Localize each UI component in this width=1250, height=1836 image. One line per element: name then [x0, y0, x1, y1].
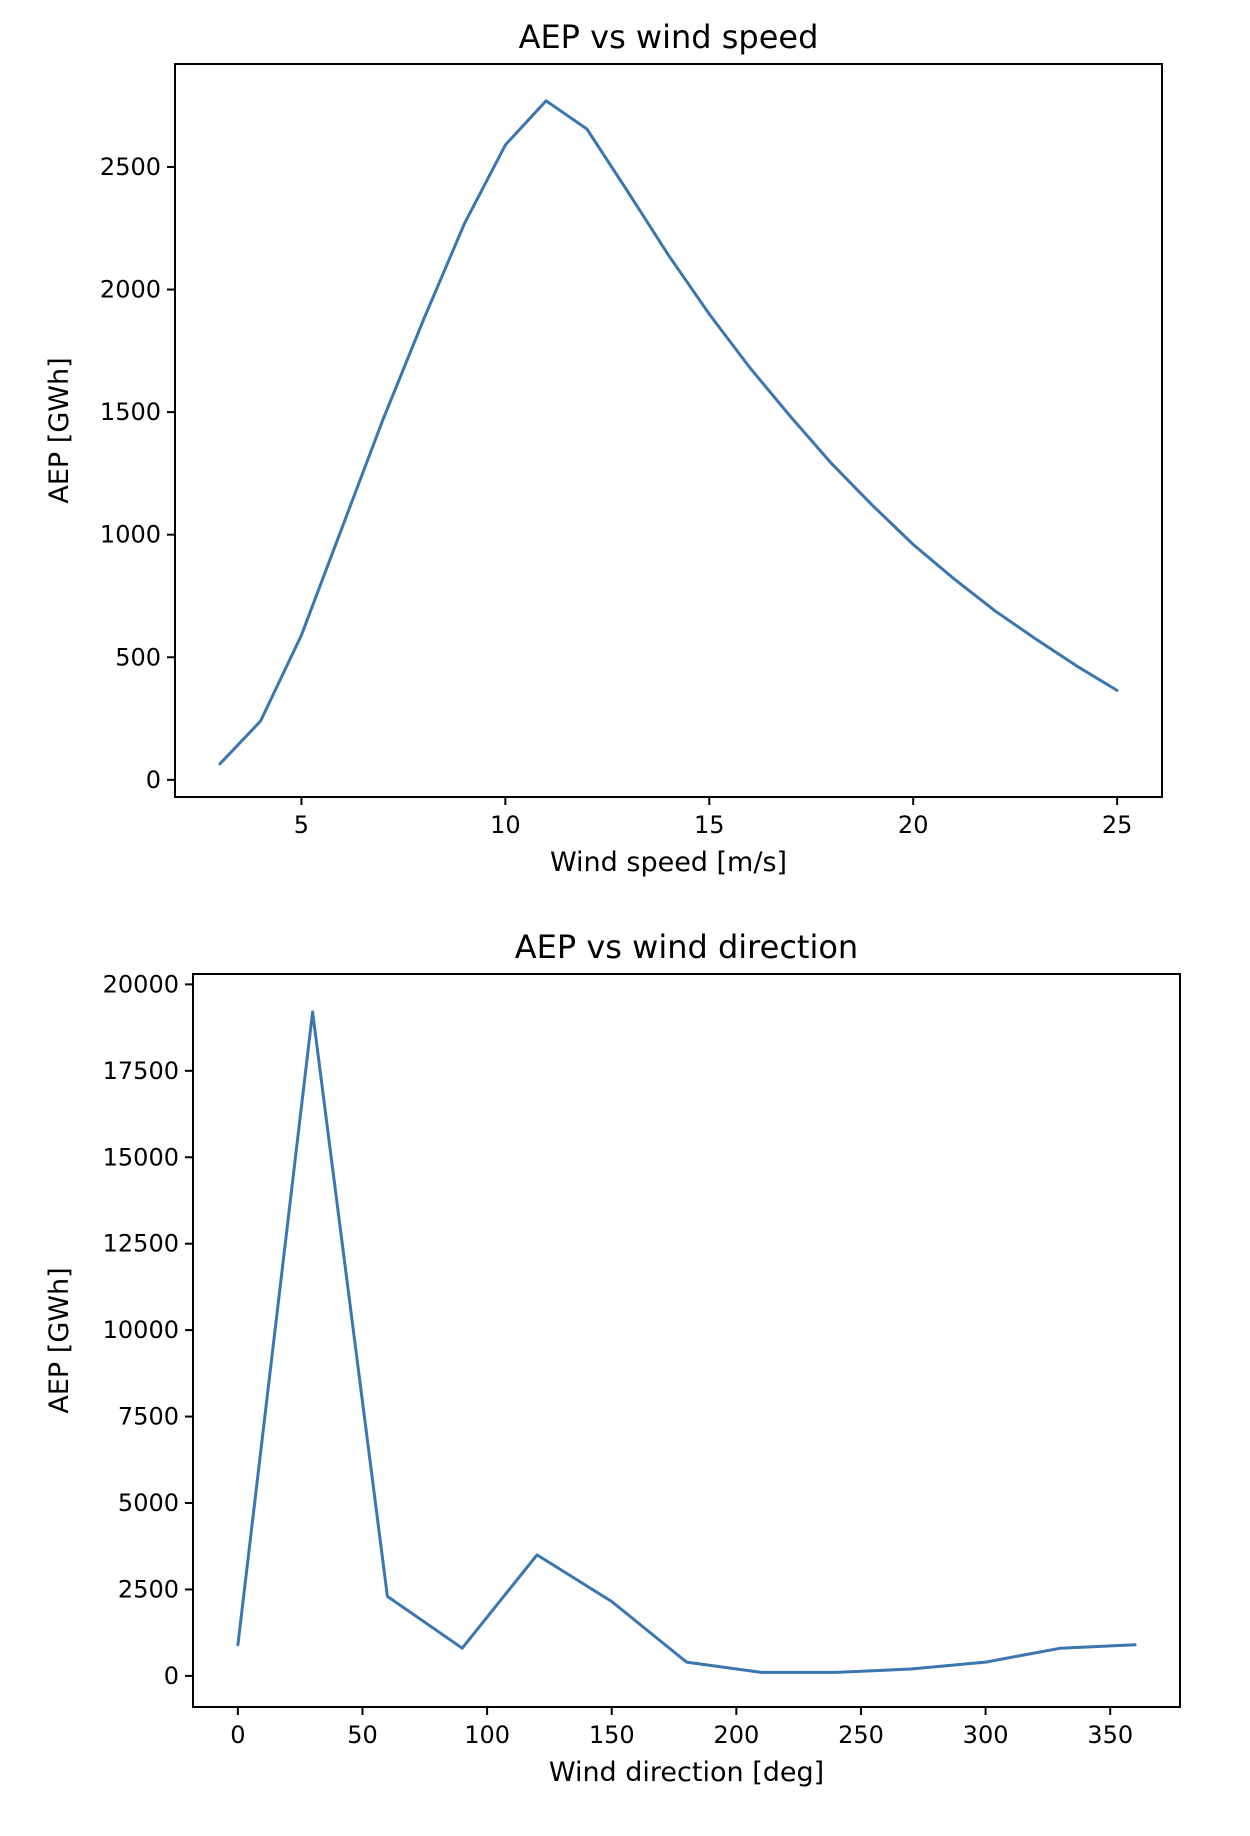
y-tick-label-wind-direction: 17500 [103, 1057, 179, 1085]
x-axis-label-wind-speed: Wind speed [m/s] [550, 847, 787, 878]
y-tick-label-wind-speed: 1500 [100, 398, 161, 426]
y-tick-label-wind-speed: 2500 [100, 153, 161, 181]
x-tick-label-wind-direction: 150 [589, 1721, 635, 1749]
y-tick-label-wind-speed: 1000 [100, 521, 161, 549]
x-tick-label-wind-direction: 350 [1087, 1721, 1133, 1749]
chart-aep-vs-wind-speed: AEP vs wind speed 5 10 15 20 25 0 500 1000 1500 20… [44, 18, 1163, 878]
x-tick-label-wind-direction: 300 [963, 1721, 1009, 1749]
y-tick-label-wind-speed: 500 [115, 643, 161, 671]
chart-aep-vs-wind-direction: AEP vs wind direction 0 50 100 150 200 250 300 3… [44, 928, 1181, 1788]
x-tick-label-wind-speed: 25 [1102, 811, 1133, 839]
chart-title-wind-speed: AEP vs wind speed [519, 18, 819, 56]
x-tick-label-wind-speed: 15 [694, 811, 725, 839]
y-tick-label-wind-speed: 2000 [100, 276, 161, 304]
y-tick-label-wind-direction: 5000 [118, 1489, 179, 1517]
x-axis-label-wind-direction: Wind direction [deg] [549, 1757, 824, 1788]
series-line-wind-speed [218, 99, 1119, 766]
y-tick-label-wind-direction: 20000 [103, 970, 179, 998]
y-tick-label-wind-direction: 15000 [103, 1143, 179, 1171]
y-tick-label-wind-direction: 10000 [103, 1316, 179, 1344]
x-tick-label-wind-direction: 250 [838, 1721, 884, 1749]
y-tick-label-wind-speed: 0 [146, 766, 161, 794]
x-tick-label-wind-speed: 10 [490, 811, 521, 839]
series-line-wind-direction [236, 1010, 1137, 1674]
x-tick-label-wind-speed: 5 [294, 811, 309, 839]
x-tick-label-wind-direction: 100 [464, 1721, 510, 1749]
plot-frame-wind-speed [174, 63, 1163, 798]
y-axis-label-wind-speed: AEP [GWh] [44, 357, 75, 503]
y-tick-label-wind-direction: 0 [164, 1662, 179, 1690]
y-tick-label-wind-direction: 12500 [103, 1230, 179, 1258]
y-tick-label-wind-direction: 7500 [118, 1403, 179, 1431]
x-tick-label-wind-direction: 200 [713, 1721, 759, 1749]
x-tick-label-wind-speed: 20 [898, 811, 929, 839]
chart-title-wind-direction: AEP vs wind direction [515, 928, 858, 966]
plot-frame-wind-direction [192, 973, 1181, 1708]
x-tick-label-wind-direction: 50 [347, 1721, 378, 1749]
y-axis-label-wind-direction: AEP [GWh] [44, 1267, 75, 1413]
y-tick-label-wind-direction: 2500 [118, 1575, 179, 1603]
x-tick-label-wind-direction: 0 [230, 1721, 245, 1749]
